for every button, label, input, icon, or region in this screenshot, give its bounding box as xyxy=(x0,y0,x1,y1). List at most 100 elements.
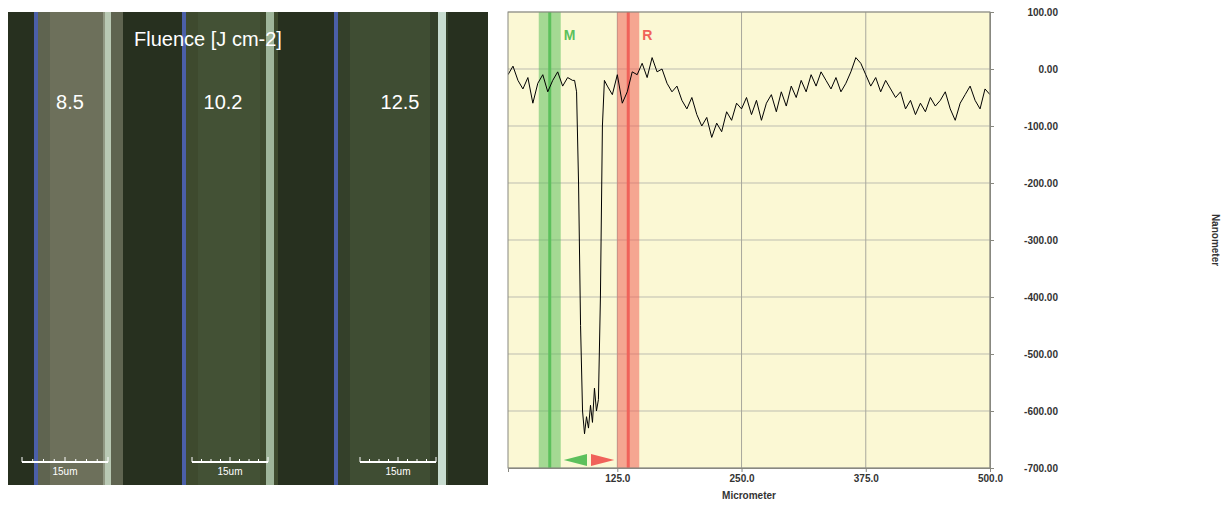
x-tick-label: 500.0 xyxy=(978,473,1003,484)
y-tick-label: -600.00 xyxy=(1024,406,1058,417)
micrograph-title: Fluence [J cm-2] xyxy=(134,28,282,50)
micrograph: Fluence [J cm-2] 8.5 10.2 12.5 15um 15um 15um xyxy=(8,12,488,485)
y-tick: -400.00 xyxy=(990,292,1058,303)
y-tick-mark xyxy=(990,354,994,355)
groove-edge xyxy=(334,12,338,485)
x-tick: 375.0 xyxy=(854,468,879,484)
figure: Fluence [J cm-2] 8.5 10.2 12.5 15um 15um 15um M… xyxy=(0,0,1228,507)
scale-bar-tick xyxy=(86,459,87,462)
scale-bar-tick xyxy=(201,459,202,462)
grid xyxy=(508,12,990,468)
x-tick-mark xyxy=(866,468,867,472)
y-tick: -500.00 xyxy=(990,349,1058,360)
scale-bar-tick xyxy=(369,459,370,462)
scale-bar-tick xyxy=(32,459,33,462)
cursor-band xyxy=(617,12,639,468)
cursor-line xyxy=(627,12,630,468)
groove xyxy=(186,12,278,485)
y-tick: 100.00 xyxy=(990,7,1058,18)
cursor-label: M xyxy=(564,27,576,43)
fluence-label: 12.5 xyxy=(381,91,420,113)
scale-bar-tick xyxy=(22,457,23,462)
scale-bar-tick xyxy=(43,459,44,462)
groove-inner xyxy=(50,12,105,485)
plot-area xyxy=(508,12,990,468)
y-tick-mark xyxy=(990,183,994,184)
groove-edge xyxy=(34,12,38,485)
scale-bar-tick xyxy=(65,457,66,462)
x-axis-title: Micrometer xyxy=(722,490,776,501)
y-tick: -700.00 xyxy=(990,463,1058,474)
scale-bar-tick xyxy=(108,457,109,462)
y-tick-label: -100.00 xyxy=(1024,121,1058,132)
grid-line-y xyxy=(508,354,990,355)
scale-bar-tick xyxy=(398,457,399,462)
y-tick: -100.00 xyxy=(990,121,1058,132)
plot-frame xyxy=(508,12,990,468)
grid-line-y xyxy=(508,69,990,70)
scale-bar-label: 15um xyxy=(385,466,410,477)
y-tick-mark xyxy=(990,240,994,241)
scale-bar-tick xyxy=(417,459,418,462)
y-tick: 0.00 xyxy=(990,64,1058,75)
x-tick-label: 375.0 xyxy=(854,473,879,484)
y-tick-label: -400.00 xyxy=(1024,292,1058,303)
scale-bar-tick xyxy=(192,457,193,462)
x-axis-line xyxy=(509,469,991,473)
x-tick-label: 125.0 xyxy=(605,473,630,484)
y-tick-mark xyxy=(990,126,994,127)
groove xyxy=(338,12,448,485)
y-tick-mark xyxy=(990,411,994,412)
scale-bar-tick xyxy=(258,459,259,462)
y-tick: -300.00 xyxy=(990,235,1058,246)
cursor-arrow xyxy=(564,454,587,466)
cursor-line xyxy=(548,12,551,468)
scale-bar-tick xyxy=(239,459,240,462)
scale-bar-tick xyxy=(268,457,269,462)
x-tick-mark xyxy=(617,468,618,472)
x-axis: 125.0 250.0 375.0 500.0 xyxy=(509,468,1004,484)
scale-bar-tick xyxy=(230,457,231,462)
x-tick: 250.0 xyxy=(730,468,755,484)
groove-inner xyxy=(198,12,260,485)
profile-line xyxy=(508,58,990,434)
scale-bar-tick xyxy=(211,459,212,462)
scale-bar-tick xyxy=(249,459,250,462)
grid-line-y xyxy=(508,126,990,127)
groove-edge xyxy=(266,12,274,485)
grid-line-y xyxy=(508,183,990,184)
cursor-arrow xyxy=(591,454,614,466)
scale-bar-tick xyxy=(436,457,437,462)
y-tick-label: -200.00 xyxy=(1024,178,1058,189)
x-tick-mark xyxy=(742,468,743,472)
y-axis-line xyxy=(991,13,995,469)
groove-edge xyxy=(438,12,446,485)
scale-bar-tick xyxy=(379,459,380,462)
cursor-label: R xyxy=(642,27,652,43)
y-tick-label: 0.00 xyxy=(1039,64,1059,75)
scale-bar-tick xyxy=(360,457,361,462)
x-tick: 500.0 xyxy=(978,468,1003,484)
groove-edge xyxy=(182,12,186,485)
scale-bar-label: 15um xyxy=(52,466,77,477)
scale-bar-label: 15um xyxy=(217,466,242,477)
y-tick-label: -500.00 xyxy=(1024,349,1058,360)
chart: M R 125.0 250.0 375.0 500.0 Micrometer 100.00 0.… xyxy=(508,7,1221,501)
fluence-label: 8.5 xyxy=(56,91,84,113)
groove-inner xyxy=(350,12,430,485)
grid-line-y xyxy=(508,240,990,241)
grid-line-x xyxy=(741,12,742,468)
y-axis: 100.00 0.00 -100.00 -200.00 -300.00 -400.00 -5… xyxy=(990,7,1058,474)
y-axis-title: Nanometer xyxy=(1210,214,1221,266)
x-tick-label: 250.0 xyxy=(730,473,755,484)
y-tick-label: -300.00 xyxy=(1024,235,1058,246)
scale-bar-tick xyxy=(75,459,76,462)
groove xyxy=(38,12,123,485)
cursor-band xyxy=(539,12,561,468)
grid-line-y xyxy=(508,411,990,412)
y-tick-label: 100.00 xyxy=(1027,7,1058,18)
fluence-label: 10.2 xyxy=(204,91,243,113)
photo-background xyxy=(8,12,488,485)
y-tick-label: -700.00 xyxy=(1024,463,1058,474)
scale-bar-tick xyxy=(426,459,427,462)
